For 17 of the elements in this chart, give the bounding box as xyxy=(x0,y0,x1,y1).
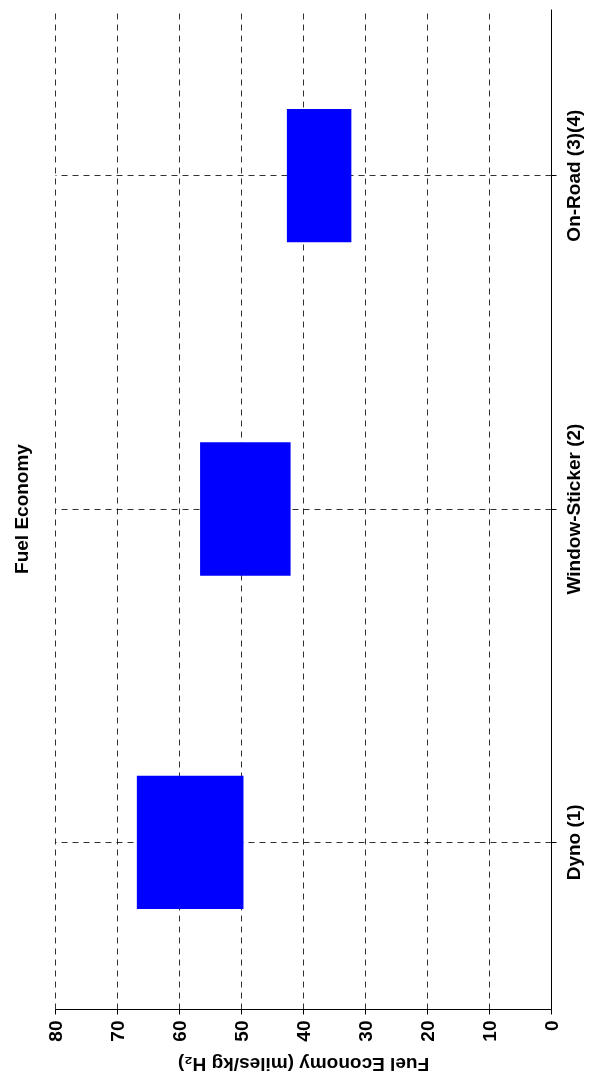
bar xyxy=(200,442,291,576)
x-tick-label: 70 xyxy=(106,1020,128,1042)
x-tick-label: 0 xyxy=(540,1020,562,1032)
y-tick-label: Dyno (1) xyxy=(562,804,584,881)
x-axis-title: Fuel Economy (miles/kg H₂) xyxy=(177,1053,430,1075)
x-tick-label: 30 xyxy=(354,1020,376,1042)
x-tick-label: 20 xyxy=(416,1020,438,1042)
y-tick-label: Window-Sticker (2) xyxy=(562,423,584,595)
x-tick-label: 40 xyxy=(292,1020,314,1042)
x-tick-label: 80 xyxy=(44,1020,66,1042)
x-tick-label: 10 xyxy=(478,1020,500,1042)
text: Fuel Economy xyxy=(11,443,32,574)
x-tick-label: 60 xyxy=(168,1020,190,1042)
x-tick-label: 50 xyxy=(230,1020,252,1042)
bar xyxy=(136,775,244,909)
bar xyxy=(286,109,352,243)
y-tick-label: On-Road (3)(4) xyxy=(562,109,584,242)
